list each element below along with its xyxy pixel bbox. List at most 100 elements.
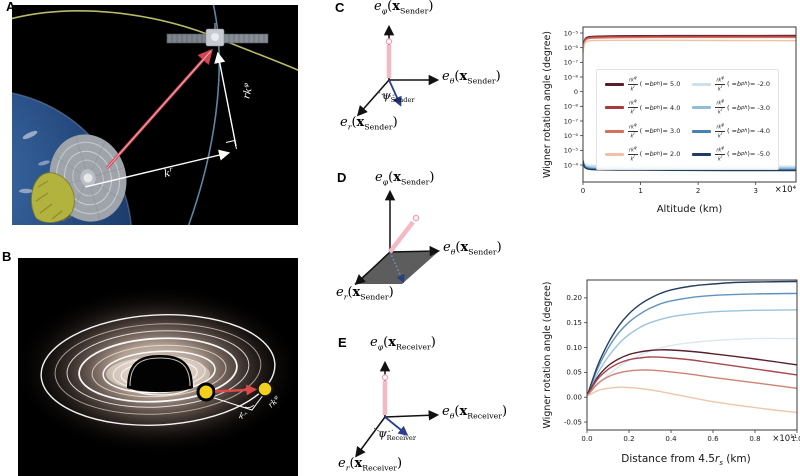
svg-text:0.05: 0.05 xyxy=(566,369,582,377)
panel-e-label: E xyxy=(338,335,347,350)
panel-b-illustration: rkφ kr xyxy=(18,258,298,476)
svg-text:1: 1 xyxy=(638,187,642,195)
svg-text:0.4: 0.4 xyxy=(665,435,677,443)
panel-g-chart: 0.0 0.2 0.4 0.6 0.8 1.0 -0.05 0.00 0.05 0.10 0.15 0… xyxy=(540,230,800,476)
legend-item: rkφ kr( ≈ b ph)= 2.0 xyxy=(605,145,680,163)
legend-swatch xyxy=(692,129,712,133)
svg-text:0.20: 0.20 xyxy=(566,294,582,302)
legend-swatch xyxy=(605,106,624,110)
legend-swatch xyxy=(605,153,624,157)
projection-arrow xyxy=(389,251,405,284)
orbit-curve xyxy=(12,10,298,72)
polarization-tip xyxy=(412,214,420,222)
series-2.0 xyxy=(587,386,797,414)
sender-frame-axes xyxy=(356,24,440,117)
sender-dish-antenna xyxy=(31,134,127,223)
e-r-label: er(xReceiver) xyxy=(338,456,403,473)
e-theta-label: eθ(xSender) xyxy=(443,240,502,257)
legend-swatch xyxy=(692,106,712,110)
sender-frame-plane xyxy=(354,189,441,286)
panel-c-diagram: eφ(xSender) eθ(xSender) er(xSender) ψSen… xyxy=(330,0,535,160)
polarization-tip xyxy=(385,38,393,45)
r-theta-plane xyxy=(354,252,438,284)
panel-e-diagram: eφ(xReceiver) eθ(xReceiver) er(xReceiver… xyxy=(330,318,535,476)
panel-a-label: A xyxy=(6,0,16,14)
series-5.0 xyxy=(587,349,797,397)
legend-swatch xyxy=(692,153,712,157)
wigner-distance-plot: 0.0 0.2 0.4 0.6 0.8 1.0 -0.05 0.00 0.05 0.10 0.15 0… xyxy=(542,279,800,443)
kr-vector-arrow xyxy=(84,149,231,188)
polarization-tip xyxy=(381,374,389,381)
receiver-marker xyxy=(257,381,273,397)
e-theta-label: eθ(xSender) xyxy=(442,69,501,86)
panel-c-label: C xyxy=(335,0,345,15)
e-r-label: er(xSender) xyxy=(336,285,394,302)
legend-label: rkφ kr( ≈ b ph)= -5.0 xyxy=(715,144,771,163)
angle-mark xyxy=(244,404,255,408)
e-r-axis xyxy=(355,416,386,458)
thermal-foil xyxy=(31,172,75,223)
psi-receiver-label: ψReceiver xyxy=(378,427,416,443)
chart-legend: rkφ kr( ≈ b ph)= 5.0 rkφ kr( ≈ b ph)= 4.0 rkφ k… xyxy=(596,69,780,171)
series-2.0 xyxy=(583,39,796,54)
x-axis-offset: ×10⁴ xyxy=(774,185,796,195)
rkphi-vector-arrow xyxy=(214,51,237,147)
e-r-axis xyxy=(356,79,390,117)
shadow-rim-arc xyxy=(129,357,191,387)
e-r-label: er(xSender) xyxy=(340,115,398,132)
legend-item: rkφ kr( ≈ b ph)= 3.0 xyxy=(605,121,681,140)
legend-label: rkφ kr( ≈ b ph)= 4.0 xyxy=(628,98,681,117)
svg-text:0: 0 xyxy=(581,187,585,195)
legend-item: rkφ kr( ≈ b ph)= 5.0 xyxy=(605,75,681,93)
legend-item: rkφ kr( ≈ b ph)= -5.0 xyxy=(692,144,771,163)
geodesic-lines xyxy=(207,393,265,411)
e-phi-label: eφ(xSender) xyxy=(375,170,435,187)
legend-label: rkφ kr( ≈ b ph)= -3.0 xyxy=(715,98,771,117)
svg-text:0.0: 0.0 xyxy=(581,435,592,443)
legend-swatch xyxy=(692,83,712,87)
legend-swatch xyxy=(605,83,624,87)
meridian-curve xyxy=(187,5,220,225)
svg-text:10⁻⁴: 10⁻⁴ xyxy=(564,161,579,169)
svg-text:10⁻⁸: 10⁻⁸ xyxy=(564,73,579,81)
svg-text:Wigner rotation angle (degree): Wigner rotation angle (degree) xyxy=(542,282,553,429)
svg-text:-0.05: -0.05 xyxy=(564,418,582,426)
legend-item: rkφ kr( ≈ b ph)= -4.0 xyxy=(692,121,771,140)
svg-text:10⁻⁸: 10⁻⁸ xyxy=(564,103,579,111)
svg-text:1.0: 1.0 xyxy=(791,435,800,443)
receiver-frame-axes xyxy=(355,360,440,458)
svg-text:10⁻⁶: 10⁻⁶ xyxy=(564,44,579,52)
panel-a-illustration: rkφ kr xyxy=(12,5,298,225)
legend-item: rkφ kr( ≈ b ph)= -2.0 xyxy=(692,75,770,93)
svg-text:10⁻⁷: 10⁻⁷ xyxy=(564,117,579,125)
black-hole-scene xyxy=(18,258,298,476)
right-angle-mark xyxy=(225,139,237,150)
polarization-vector xyxy=(388,220,415,254)
photon-beam-arrow xyxy=(214,384,258,396)
svg-text:3: 3 xyxy=(753,187,757,195)
series--5.0 xyxy=(583,161,796,172)
rotated-direction-arrow xyxy=(384,416,409,436)
e-r-axis xyxy=(354,251,391,286)
psi-angle-arc xyxy=(373,427,394,433)
svg-text:0.2: 0.2 xyxy=(623,435,634,443)
e-theta-axis xyxy=(384,410,440,421)
svg-text:10⁻⁶: 10⁻⁶ xyxy=(564,132,579,140)
photon-beam-arrow xyxy=(105,48,213,169)
legend-label: rkφ kr( ≈ b ph)= 3.0 xyxy=(628,121,681,140)
legend-swatch xyxy=(605,129,624,133)
svg-text:0.8: 0.8 xyxy=(749,435,760,443)
panel-b-label: B xyxy=(2,249,12,264)
svg-text:Wigner rotation angle (degree): Wigner rotation angle (degree) xyxy=(542,31,553,178)
legend-label: rkφ kr( ≈ b ph)= 5.0 xyxy=(628,75,681,93)
series-3.0 xyxy=(587,369,797,397)
svg-text:10⁻⁵: 10⁻⁵ xyxy=(564,29,579,37)
panel-d-diagram: eφ(xSender) eθ(xSender) er(xSender) xyxy=(330,163,535,315)
series-3.0 xyxy=(583,36,796,53)
psi-sender-label: ψSender xyxy=(382,89,415,105)
series--5.0 xyxy=(587,280,797,397)
svg-text:0.10: 0.10 xyxy=(566,344,582,352)
legend-label: rkφ kr( ≈ b ph)= -4.0 xyxy=(715,121,771,140)
e-theta-axis xyxy=(389,245,441,257)
